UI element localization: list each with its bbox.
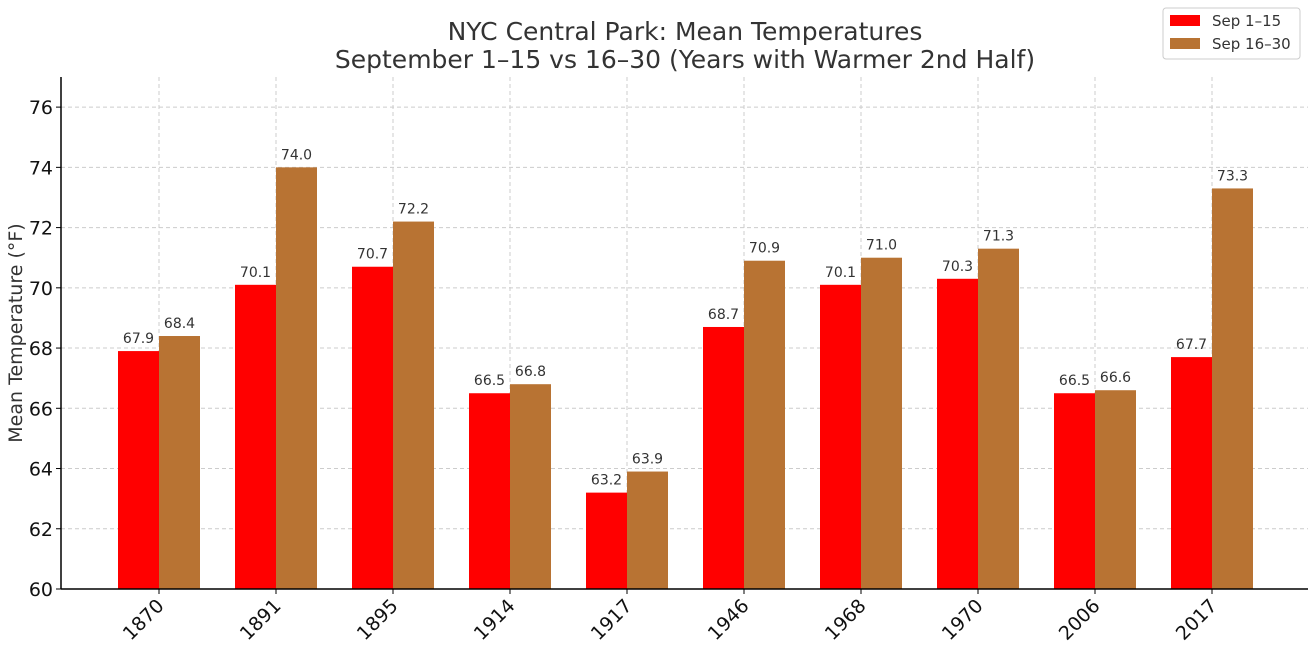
bar-sep-16-30-1970 [978, 248, 1019, 589]
bar-sep-16-30-1891 [276, 167, 317, 589]
x-tick-label-1946: 1946 [704, 595, 754, 645]
bar-sep-16-30-1946 [744, 260, 785, 589]
y-tick-label-70: 70 [29, 278, 53, 300]
bar-label-sep-16-30-1895: 72.2 [398, 202, 429, 218]
x-tick-label-1895: 1895 [353, 595, 403, 645]
bar-label-sep-16-30-1870: 68.4 [164, 316, 195, 332]
y-tick-labels: 60 62 64 66 68 70 72 74 76 [29, 97, 61, 601]
legend-swatch-sep-16-30 [1170, 38, 1200, 49]
bar-sep-16-30-1917 [627, 471, 668, 589]
bar-label-sep-16-30-1891: 74.0 [281, 147, 312, 163]
axes [60, 77, 1308, 590]
x-tick-label-1891: 1891 [236, 595, 286, 645]
x-tick-label-1968: 1968 [821, 595, 871, 645]
bar-label-sep-16-30-2017: 73.3 [1217, 168, 1248, 184]
bar-sep-1-15-1946 [703, 326, 744, 589]
y-tick-label-62: 62 [29, 519, 53, 541]
bar-label-sep-1-15-2017: 67.7 [1176, 337, 1207, 353]
bar-sep-16-30-1870 [159, 336, 200, 589]
legend: Sep 1–15 Sep 16–30 [1162, 7, 1301, 60]
bar-label-sep-16-30-1968: 71.0 [866, 238, 897, 254]
x-tick-label-2017: 2017 [1172, 595, 1222, 645]
bar-label-sep-1-15-2006: 66.5 [1059, 373, 1090, 389]
legend-label-sep-1-15: Sep 1–15 [1212, 12, 1281, 30]
bar-sep-1-15-2006 [1054, 393, 1095, 589]
x-tick-label-1914: 1914 [470, 595, 520, 645]
bar-label-sep-1-15-1917: 63.2 [591, 473, 622, 489]
bar-label-sep-1-15-1914: 66.5 [474, 373, 505, 389]
bar-sep-16-30-1914 [510, 384, 551, 589]
bar-label-sep-1-15-1970: 70.3 [942, 259, 973, 275]
y-tick-label-68: 68 [29, 338, 53, 360]
bar-sep-16-30-2017 [1212, 188, 1253, 589]
chart-title: NYC Central Park: Mean Temperatures [448, 17, 923, 46]
y-tick-label-74: 74 [29, 157, 53, 179]
legend-label-sep-16-30: Sep 16–30 [1212, 35, 1291, 53]
bars [118, 167, 1253, 590]
bar-sep-16-30-2006 [1095, 390, 1136, 589]
legend-swatch-sep-1-15 [1170, 15, 1200, 26]
bar-label-sep-16-30-1946: 70.9 [749, 241, 780, 257]
bar-labels: 67.9 70.1 70.7 66.5 63.2 68.7 70.1 70.3 66.5 67.7… [123, 147, 1248, 488]
bar-sep-1-15-1895 [352, 266, 393, 589]
bar-label-sep-1-15-1946: 68.7 [708, 307, 739, 323]
x-tick-label-1917: 1917 [587, 595, 637, 645]
bar-sep-1-15-1917 [586, 492, 627, 589]
bar-label-sep-16-30-1970: 71.3 [983, 229, 1014, 245]
bar-sep-1-15-1968 [820, 284, 861, 589]
x-tick-label-1870: 1870 [119, 595, 169, 645]
bar-label-sep-1-15-1870: 67.9 [123, 331, 154, 347]
bar-label-sep-1-15-1895: 70.7 [357, 247, 388, 263]
bar-sep-1-15-1970 [937, 278, 978, 589]
bar-sep-16-30-1968 [861, 257, 902, 589]
bar-label-sep-16-30-2006: 66.6 [1100, 370, 1131, 386]
bar-label-sep-16-30-1917: 63.9 [632, 452, 663, 468]
bar-sep-16-30-1895 [393, 221, 434, 590]
y-tick-label-76: 76 [29, 97, 53, 119]
y-tick-label-66: 66 [29, 398, 53, 420]
y-tick-label-60: 60 [29, 579, 53, 601]
bar-label-sep-16-30-1914: 66.8 [515, 364, 546, 380]
x-tick-label-1970: 1970 [938, 595, 988, 645]
bar-sep-1-15-1914 [469, 393, 510, 589]
y-tick-label-72: 72 [29, 218, 53, 240]
x-tick-label-2006: 2006 [1055, 595, 1105, 645]
y-tick-label-64: 64 [29, 459, 53, 481]
x-tick-labels: 1870 1891 1895 1914 1917 1946 1968 1970 2006 2017 [119, 589, 1222, 645]
y-axis-label: Mean Temperature (°F) [5, 223, 27, 442]
bar-label-sep-1-15-1891: 70.1 [240, 265, 271, 281]
chart-subtitle: September 1–15 vs 16–30 (Years with Warm… [335, 45, 1035, 74]
bar-sep-1-15-2017 [1171, 357, 1212, 589]
bar-sep-1-15-1870 [118, 351, 159, 589]
bar-sep-1-15-1891 [235, 284, 276, 589]
bar-label-sep-1-15-1968: 70.1 [825, 265, 856, 281]
